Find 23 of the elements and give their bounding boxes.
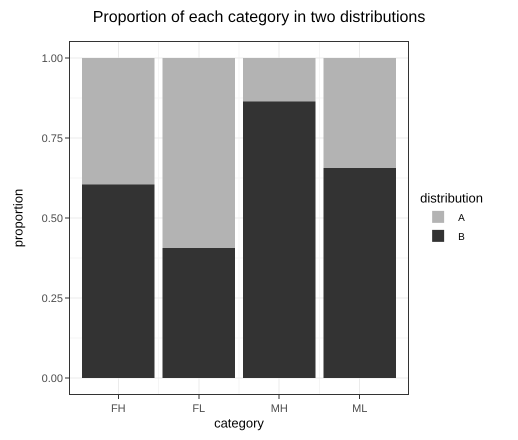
y-tick-label: 0.25 xyxy=(42,292,63,305)
bar xyxy=(82,184,154,378)
x-tick-label: FH xyxy=(110,403,126,415)
y-tick-label: 0.75 xyxy=(42,132,63,145)
legend-label: A xyxy=(458,212,466,224)
x-tick-label: MH xyxy=(270,403,288,415)
bar xyxy=(243,58,316,102)
bar xyxy=(82,58,154,185)
bar xyxy=(324,168,396,378)
x-tick-label: FL xyxy=(192,403,206,415)
chart-title: Proportion of each category in two distributions xyxy=(92,9,426,26)
legend-title: distribution xyxy=(420,190,484,206)
legend-label: B xyxy=(458,232,466,243)
x-tick-label: ML xyxy=(352,403,368,415)
bar xyxy=(162,58,235,248)
y-axis-title: proportion xyxy=(10,188,26,248)
y-tick-label: 1.00 xyxy=(42,52,63,65)
bar xyxy=(243,102,316,378)
y-tick-label: 0.00 xyxy=(42,372,63,385)
x-axis-title: category xyxy=(214,416,264,431)
bar xyxy=(324,58,396,168)
y-tick-label: 0.50 xyxy=(42,212,63,225)
bar xyxy=(162,248,235,378)
